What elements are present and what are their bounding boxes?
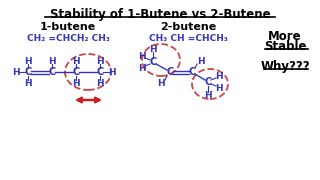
Text: H: H: [149, 44, 157, 53]
Text: H: H: [215, 84, 223, 93]
Text: CH₂ =CHCH₂ CH₃: CH₂ =CHCH₂ CH₃: [27, 34, 109, 43]
Text: H: H: [72, 57, 80, 66]
Text: H: H: [204, 91, 212, 100]
Text: H: H: [215, 71, 223, 80]
Text: C: C: [204, 77, 212, 87]
Text: C: C: [166, 67, 174, 77]
Text: C: C: [48, 67, 56, 77]
Text: C: C: [72, 67, 80, 77]
Text: H: H: [24, 78, 32, 87]
Text: Stable: Stable: [264, 40, 306, 53]
Text: H: H: [138, 51, 146, 60]
Text: H: H: [48, 57, 56, 66]
Text: Stability of 1-Butene vs 2-Butene: Stability of 1-Butene vs 2-Butene: [50, 8, 270, 21]
Text: C: C: [96, 67, 104, 77]
Text: CH₃ CH =CHCH₃: CH₃ CH =CHCH₃: [148, 34, 228, 43]
Text: H: H: [157, 78, 165, 87]
Text: H: H: [96, 78, 104, 87]
Text: Why???: Why???: [260, 60, 310, 73]
Text: H: H: [138, 64, 146, 73]
Text: H: H: [12, 68, 20, 76]
Text: 1-butene: 1-butene: [40, 22, 96, 32]
Text: H: H: [108, 68, 116, 76]
Text: H: H: [96, 57, 104, 66]
Text: 2-butene: 2-butene: [160, 22, 216, 32]
Text: C: C: [149, 57, 156, 67]
Text: H: H: [72, 78, 80, 87]
Text: H: H: [197, 57, 205, 66]
Text: H: H: [24, 57, 32, 66]
Text: More: More: [268, 30, 302, 43]
Text: C: C: [24, 67, 32, 77]
Text: C: C: [188, 67, 196, 77]
